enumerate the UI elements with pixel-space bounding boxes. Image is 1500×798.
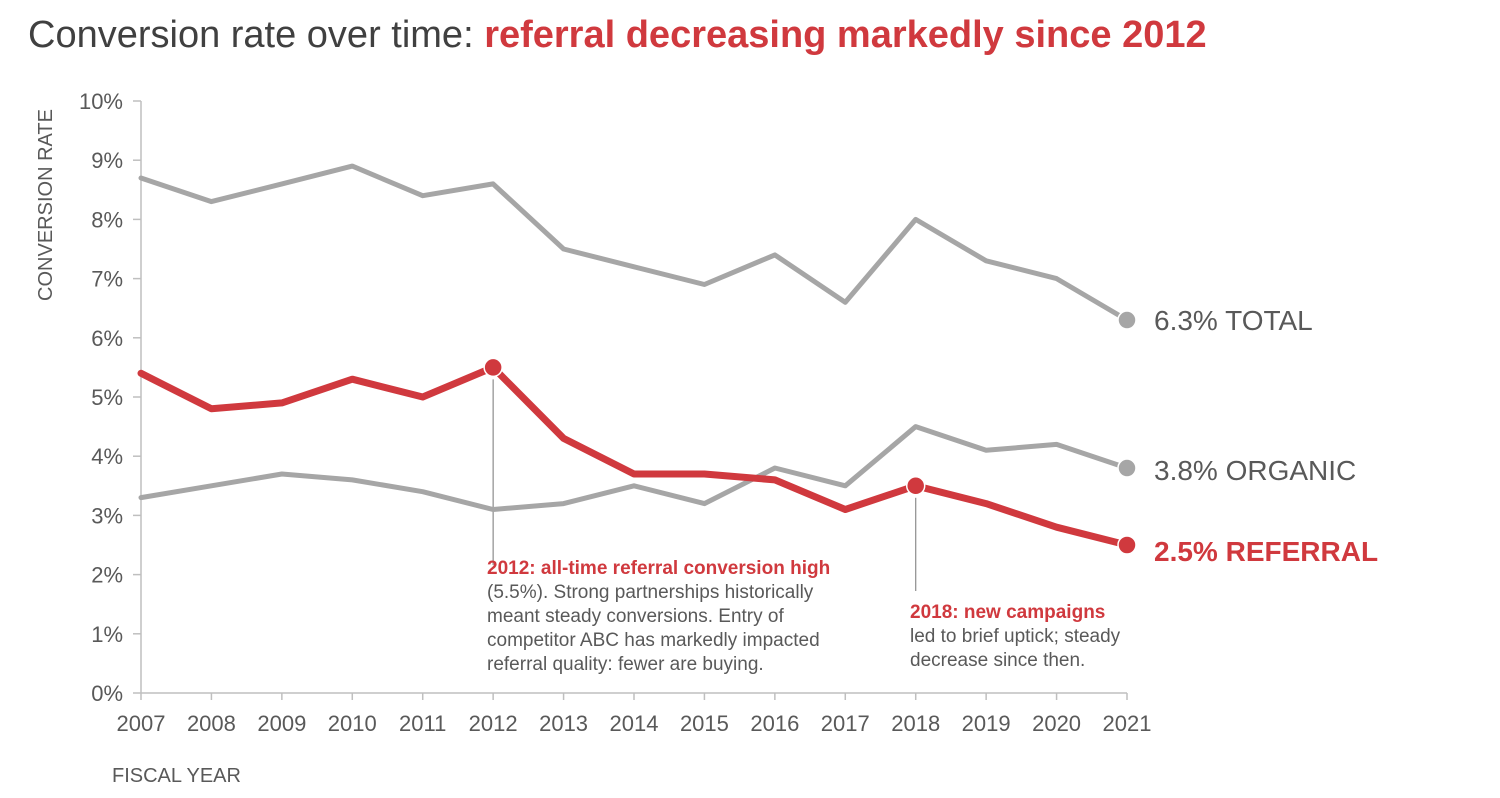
title-emphasis: referral decreasing markedly since 2012: [484, 14, 1207, 56]
chart-title: Conversion rate over time: referral decr…: [28, 14, 1207, 57]
referral-series-line: [137, 363, 1131, 549]
total-end-label: 6.3% TOTAL: [1154, 305, 1313, 336]
referral-end-label: 2.5% REFERRAL: [1154, 536, 1378, 567]
organic-end-label: 3.8% ORGANIC: [1154, 455, 1356, 486]
y-tick-label: 1%: [91, 622, 123, 647]
annotation-2018-line: led to brief uptick; steady: [910, 626, 1121, 647]
y-tick-label: 7%: [91, 267, 123, 292]
y-tick-label: 0%: [91, 681, 123, 706]
referral-highlight-marker-2012: [483, 357, 503, 378]
x-tick-label: 2012: [469, 711, 518, 736]
total-end-marker: [1117, 310, 1137, 330]
y-tick-label: 8%: [91, 207, 123, 232]
y-tick-label: 5%: [91, 385, 123, 410]
annotation-leaders: [492, 379, 917, 591]
x-tick-label: 2011: [399, 711, 446, 736]
title-plain: Conversion rate over time:: [28, 14, 485, 56]
x-tick-label: 2016: [750, 711, 799, 736]
referral-highlight-marker-2018: [905, 476, 926, 496]
x-tick-label: 2020: [1032, 711, 1081, 736]
x-tick-label: 2015: [680, 711, 729, 736]
x-axis-title: FISCAL YEAR: [112, 765, 241, 787]
annotation-2012: 2012: all-time referral conversion high …: [487, 557, 830, 677]
x-tick-label: 2019: [962, 711, 1011, 736]
organic-end-marker: [1117, 458, 1137, 478]
x-tick-label: 2008: [187, 711, 236, 736]
x-tick-label: 2014: [610, 711, 659, 736]
x-tick-label: 2007: [117, 711, 166, 736]
annotation-2018-heading: 2018: new campaigns: [910, 602, 1106, 623]
annotation-2012-heading: 2012: all-time referral conversion high: [487, 558, 831, 579]
x-tick-label: 2018: [891, 711, 940, 736]
y-axis-title: CONVERSION RATE: [35, 109, 57, 301]
organic-series-line: [138, 424, 1130, 512]
tick-labels: 0% 1% 2% 3% 4% 5% 6% 7% 8% 9% 10% 2007 2008 2009 2010 2…: [79, 89, 1152, 736]
y-tick-label: 3%: [91, 503, 123, 528]
annotation-2018: 2018: new campaigns led to brief uptick;…: [910, 601, 1120, 673]
total-series-line: [138, 163, 1130, 323]
x-tick-label: 2010: [328, 711, 377, 736]
annotation-2012-line: referral quality: fewer are buying.: [487, 654, 764, 675]
annotation-2018-line: decrease since then.: [910, 650, 1086, 671]
y-tick-label: 4%: [91, 444, 123, 469]
series-markers: [483, 310, 1137, 555]
y-tick-label: 2%: [91, 563, 123, 588]
x-tick-label: 2017: [821, 711, 870, 736]
x-tick-label: 2013: [539, 711, 588, 736]
y-tick-label: 9%: [91, 148, 123, 173]
referral-end-marker: [1117, 535, 1137, 555]
annotation-2012-line: meant steady conversions. Entry of: [487, 606, 784, 627]
axes: [133, 100, 1128, 700]
series-end-labels: 6.3% TOTAL 3.8% ORGANIC 2.5% REFERRAL: [1154, 305, 1378, 567]
x-tick-label: 2009: [257, 711, 306, 736]
y-tick-label: 10%: [79, 89, 123, 114]
series-lines: [137, 163, 1131, 549]
y-tick-label: 6%: [91, 326, 123, 351]
x-tick-label: 2021: [1103, 711, 1152, 736]
annotation-2012-line: (5.5%). Strong partnerships historically: [487, 582, 814, 603]
annotation-2012-line: competitor ABC has markedly impacted: [487, 630, 820, 651]
